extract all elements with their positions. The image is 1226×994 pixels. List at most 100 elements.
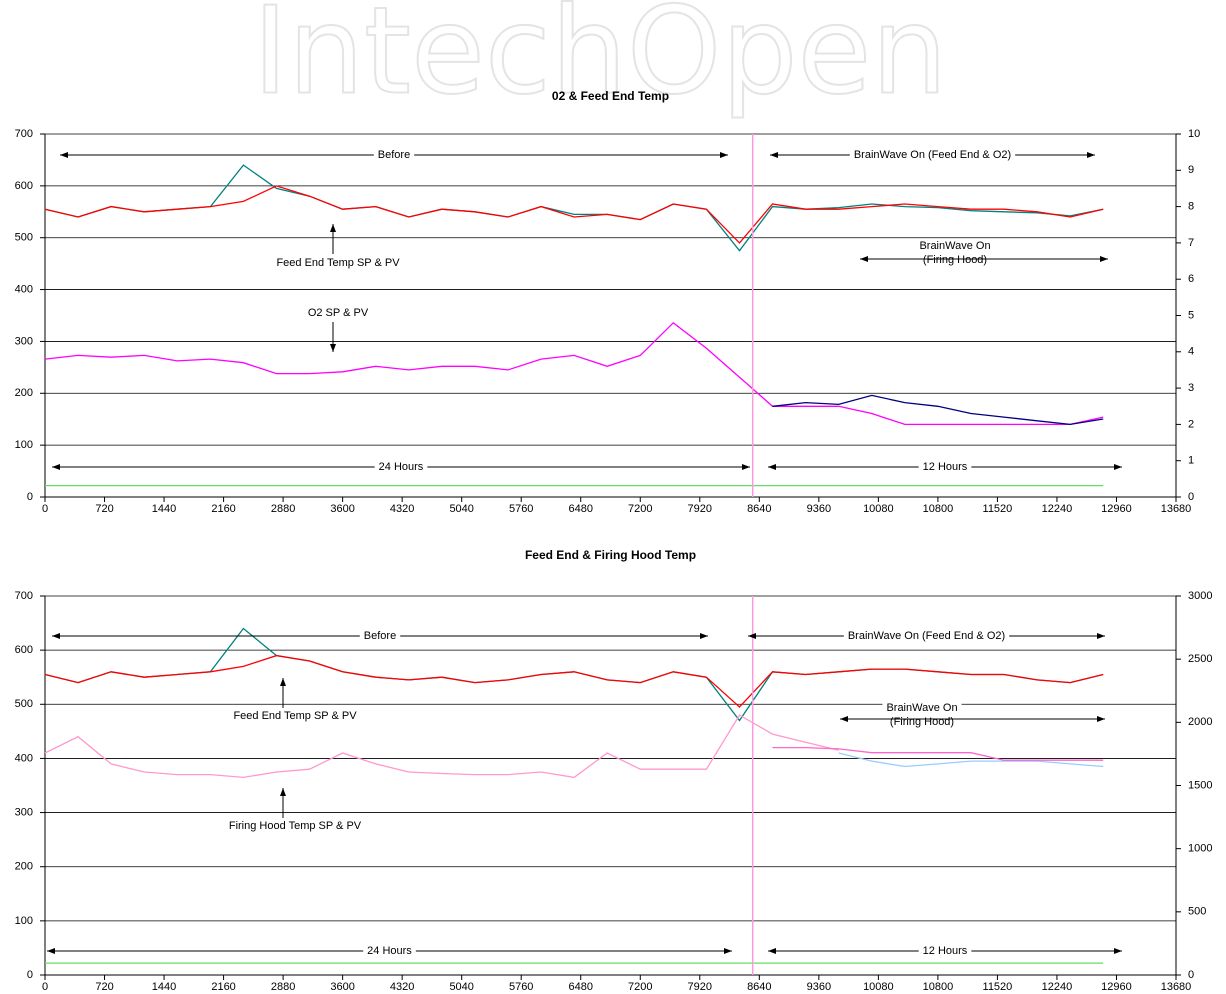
x-tick-label: 4320 [390,503,414,515]
x-tick-label: 11520 [983,503,1013,515]
x-tick-label: 10080 [863,981,894,993]
series-line [44,185,1104,244]
annotation: O2 SP & PV [308,307,369,319]
y2-tick-label: 4 [1188,346,1194,358]
x-tick-label: 7200 [628,503,652,515]
x-tick-label: 5760 [509,981,533,993]
annotation-bg [882,701,962,715]
chart-title: 02 & Feed End Temp [552,89,669,103]
y2-tick-label: 2 [1188,418,1194,430]
x-tick-label: 13680 [1161,503,1192,515]
x-tick-label: 2880 [271,981,295,993]
x-tick-label: 12240 [1042,503,1073,515]
annotation-bg [374,460,428,474]
y2-tick-label: 8 [1188,201,1194,213]
x-tick-label: 1440 [152,981,176,993]
y2-tick-label: 1000 [1188,843,1212,855]
series-line [44,654,1104,708]
y-tick-label: 700 [15,590,33,602]
y2-tick-label: 1500 [1188,779,1212,791]
x-tick-label: 0 [42,981,48,993]
series-line [772,746,1104,761]
y2-tick-label: 3000 [1188,590,1212,602]
y2-tick-label: 2000 [1188,716,1212,728]
y2-tick-label: 500 [1188,906,1206,918]
y-tick-label: 0 [27,969,33,981]
annotation: BrainWave On [919,240,990,252]
x-tick-label: 10080 [863,503,894,515]
x-tick-label: 6480 [568,981,592,993]
y2-tick-label: 10 [1188,128,1200,140]
y-tick-label: 600 [15,644,33,656]
x-tick-label: 7920 [688,981,712,993]
series-line [772,394,1104,426]
annotation-bg [849,148,1016,162]
x-tick-label: 12960 [1101,503,1132,515]
annotation: Firing Hood Temp SP & PV [229,820,362,832]
annotation: Before [364,630,396,642]
annotation-bg [359,629,401,643]
y-tick-label: 200 [15,861,33,873]
annotation: Feed End Temp SP & PV [233,710,357,722]
y-tick-label: 200 [15,387,33,399]
x-tick-label: 1440 [152,503,176,515]
y-tick-label: 700 [15,128,33,140]
x-tick-label: 9360 [807,981,831,993]
x-tick-label: 5760 [509,503,533,515]
y-tick-label: 300 [15,806,33,818]
x-tick-label: 7920 [688,503,712,515]
annotation: 24 Hours [367,945,412,957]
x-tick-label: 6480 [568,503,592,515]
annotation-bg [373,148,415,162]
x-tick-label: 11520 [983,981,1013,993]
y2-tick-label: 0 [1188,491,1194,503]
x-tick-label: 5040 [449,503,473,515]
x-tick-label: 4320 [390,981,414,993]
y-tick-label: 500 [15,232,33,244]
annotation-bg [363,944,416,958]
x-tick-label: 3600 [330,503,354,515]
x-tick-label: 8640 [747,981,771,993]
y2-tick-label: 9 [1188,164,1194,176]
x-tick-label: 10800 [923,981,954,993]
x-tick-label: 12960 [1101,981,1132,993]
y-tick-label: 300 [15,335,33,347]
y2-tick-label: 6 [1188,273,1194,285]
x-tick-label: 5040 [449,981,473,993]
annotation: 12 Hours [923,945,968,957]
annotation: BrainWave On (Feed End & O2) [848,630,1005,642]
x-tick-label: 2880 [271,503,295,515]
y-tick-label: 500 [15,698,33,710]
annotation: (Firing Hood) [923,254,987,266]
annotation-bg [843,629,1010,643]
y-tick-label: 600 [15,180,33,192]
y-tick-label: 400 [15,283,33,295]
y2-tick-label: 2500 [1188,653,1212,665]
annotation: 12 Hours [923,461,968,473]
y-tick-label: 100 [15,915,33,927]
annotation: 24 Hours [379,461,424,473]
x-tick-label: 13680 [1161,981,1192,993]
x-tick-label: 8640 [747,503,771,515]
x-tick-label: 2160 [211,503,235,515]
y2-tick-label: 1 [1188,455,1194,467]
annotation-bg [918,460,972,474]
series-line [44,164,1104,252]
annotation: BrainWave On [886,702,957,714]
annotation: (Firing Hood) [890,716,954,728]
series-line [838,752,1104,768]
x-tick-label: 9360 [807,503,831,515]
x-tick-label: 3600 [330,981,354,993]
x-tick-label: 10800 [923,503,954,515]
x-tick-label: 720 [95,981,113,993]
x-tick-label: 12240 [1042,981,1073,993]
annotation: Feed End Temp SP & PV [276,257,400,269]
y-tick-label: 100 [15,439,33,451]
chart-title: Feed End & Firing Hood Temp [525,548,696,562]
y-tick-label: 0 [27,491,33,503]
x-tick-label: 0 [42,503,48,515]
series-line [44,714,839,779]
series-line [44,321,1104,426]
watermark: IntechOpen [253,0,948,122]
annotation-bg [918,944,972,958]
